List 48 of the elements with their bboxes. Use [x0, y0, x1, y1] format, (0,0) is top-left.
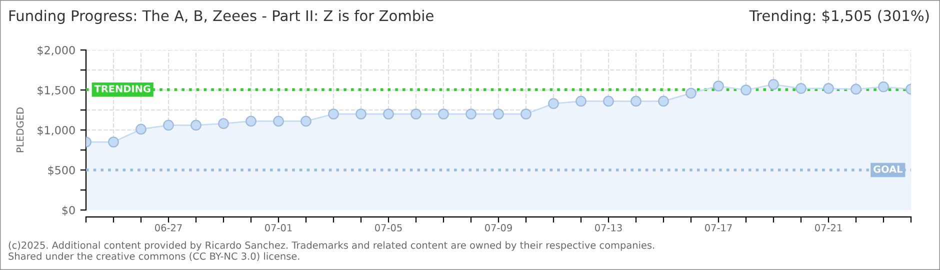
- point: [328, 108, 339, 120]
- y-tick-label: $0: [62, 206, 75, 216]
- text: (c)2025. Additional content provided by Ricardo Sanchez. Trademarks and related content are owned by their respective companies.: [8, 241, 654, 251]
- point: [410, 108, 422, 120]
- ref-line-label: TRENDING: [94, 85, 150, 92]
- point: [493, 108, 504, 120]
- point: [603, 96, 614, 107]
- point: [246, 116, 256, 127]
- point: [878, 81, 889, 92]
- y-tick-label: $500: [48, 166, 75, 176]
- point: [466, 108, 476, 120]
- point: [438, 108, 449, 120]
- x-tick-label: 07-09: [485, 224, 512, 232]
- point: [630, 96, 642, 107]
- point: [190, 120, 202, 131]
- point: [713, 80, 724, 92]
- chart-subtitle: Trending: $1,505 (301%): [749, 10, 929, 24]
- x-tick-label: 06-27: [155, 224, 182, 232]
- point: [300, 116, 312, 127]
- x-tick-label: 07-01: [265, 224, 292, 232]
- point: [850, 84, 862, 95]
- point: [356, 108, 366, 120]
- point: [658, 96, 669, 107]
- point: [273, 116, 284, 127]
- point: [548, 98, 559, 110]
- point: [383, 108, 394, 120]
- text: Shared under the creative commons (CC BY-NC 3.0) license.: [8, 252, 300, 261]
- y-tick-label: $1,500: [38, 86, 75, 96]
- chart-title: Funding Progress: The A, B, Zeees - Part II: Z is for Zombie: [9, 10, 434, 24]
- x-tick-label: 07-05: [375, 224, 402, 232]
- point: [740, 84, 752, 96]
- point: [768, 78, 779, 90]
- x-tick-label: 07-17: [705, 224, 732, 232]
- point: [796, 82, 806, 94]
- y-tick-label: $1,000: [38, 126, 75, 136]
- ref-line-label: GOAL: [874, 165, 902, 173]
- point: [136, 124, 146, 135]
- point: [108, 136, 119, 148]
- point: [218, 118, 229, 130]
- point: [686, 88, 696, 99]
- point: [520, 108, 532, 120]
- y-axis-title: PLEDGED: [16, 108, 24, 152]
- x-tick-label: 07-21: [815, 224, 842, 232]
- x-tick-label: 07-13: [595, 224, 622, 232]
- point: [576, 96, 586, 107]
- y-tick-label: $2,000: [38, 46, 75, 56]
- point: [823, 82, 834, 94]
- point: [163, 120, 174, 131]
